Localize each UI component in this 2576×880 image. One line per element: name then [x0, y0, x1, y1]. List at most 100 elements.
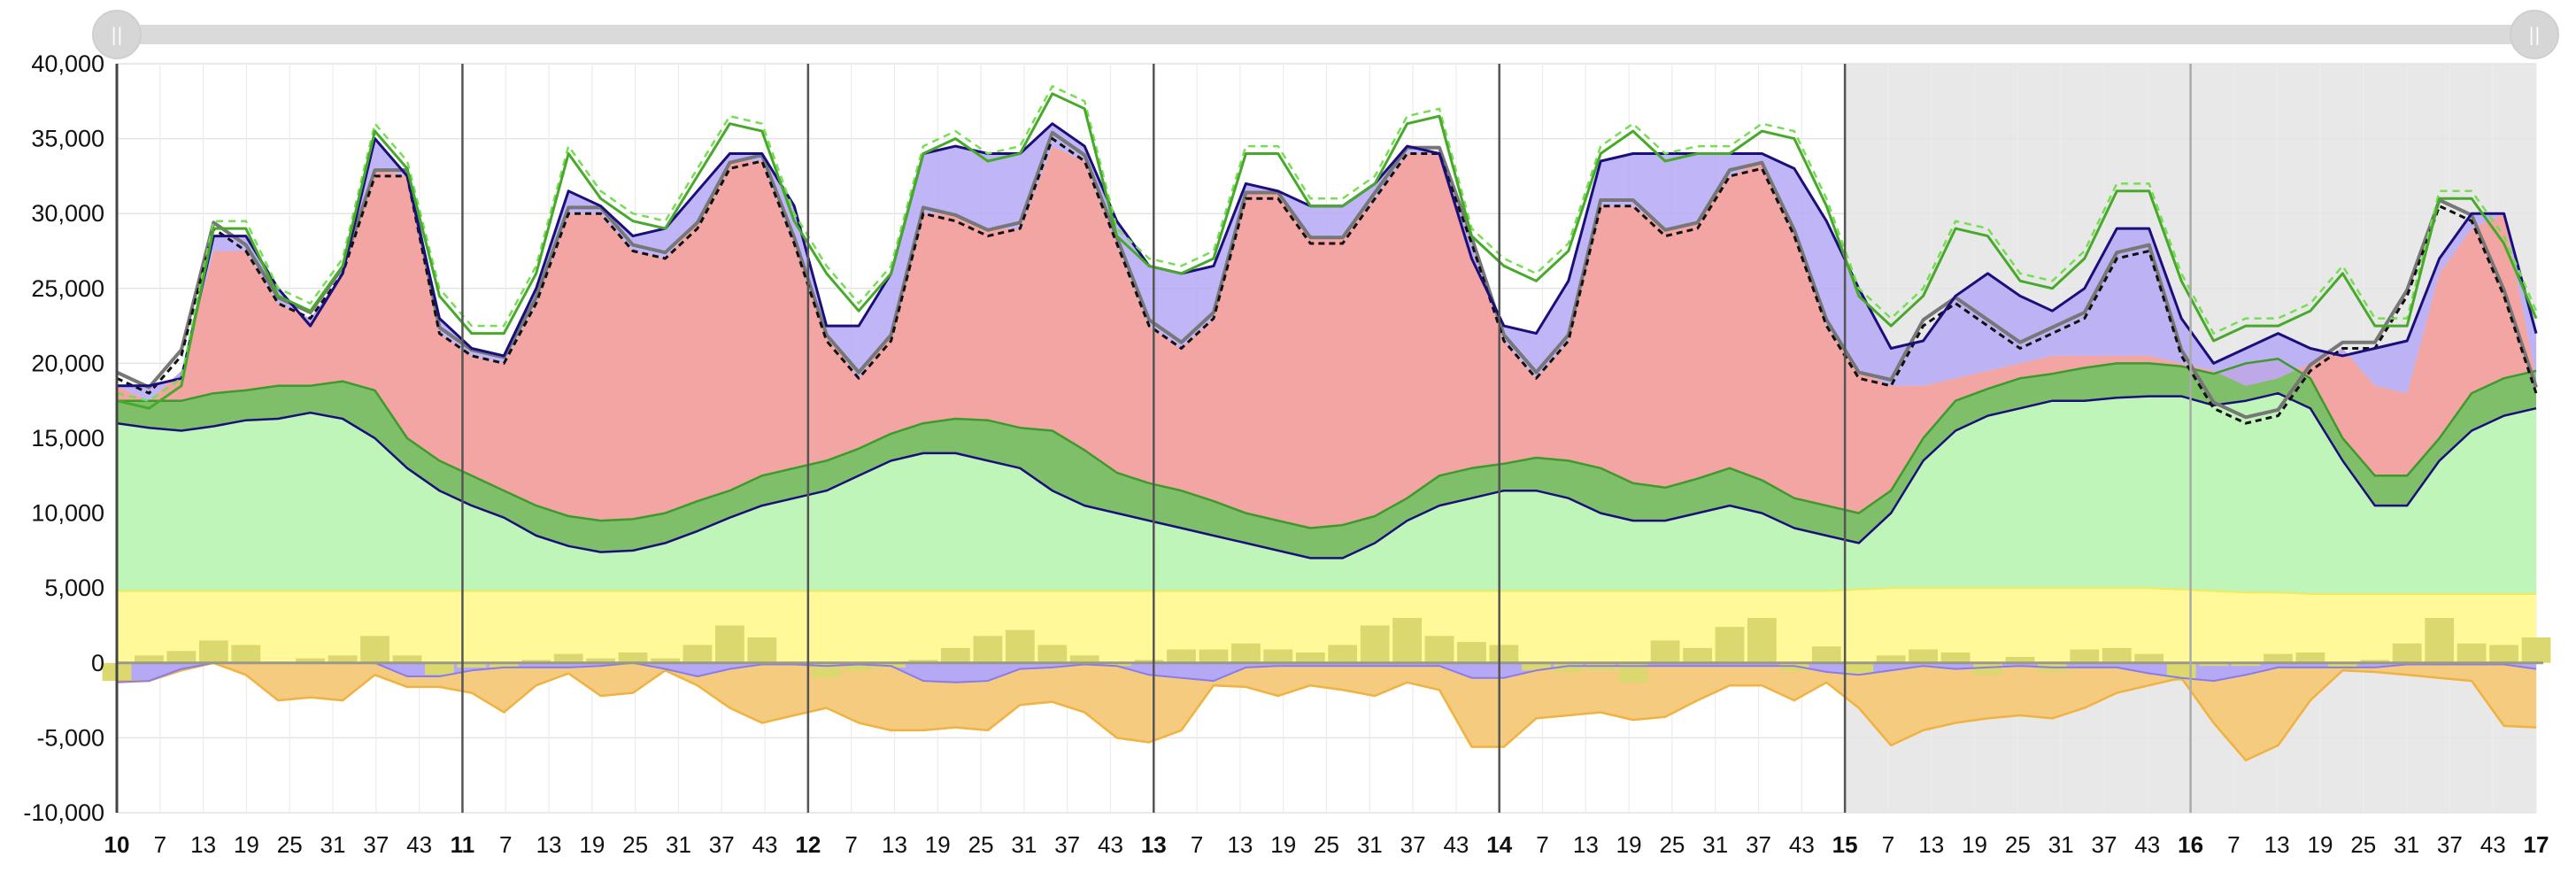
x-tick-label-11: 19 — [579, 831, 605, 858]
x-tick-label-19: 19 — [925, 831, 951, 858]
x-tick-label-29: 31 — [1357, 831, 1383, 858]
y-axis: -10,000 -5,000 0 5,000 10,000 15,000 20,000 25,… — [23, 50, 104, 826]
x-tick-label-23: 43 — [1098, 831, 1123, 858]
x-tick-label-1: 7 — [154, 831, 166, 858]
bar-72 — [2425, 618, 2455, 663]
x-tick-label-38: 37 — [1746, 831, 1771, 858]
x-tick-label-16: 12 — [795, 831, 821, 858]
bar-7 — [328, 655, 358, 663]
bar-29 — [1037, 645, 1068, 663]
x-tick-label-44: 25 — [2005, 831, 2031, 858]
bar-3 — [198, 640, 228, 663]
bar-57 — [1940, 652, 1971, 663]
y-tick-label-2: 0 — [91, 650, 104, 676]
x-tick-label-43: 19 — [1962, 831, 1987, 858]
bar-37 — [1295, 652, 1325, 663]
x-tick-label-54: 37 — [2437, 831, 2463, 858]
bar-35 — [1231, 643, 1261, 663]
bar-39 — [1360, 625, 1390, 663]
x-tick-label-24: 13 — [1141, 831, 1167, 858]
x-tick-label-45: 31 — [2048, 831, 2074, 858]
bar-8 — [360, 636, 389, 663]
bar-19 — [715, 625, 744, 663]
range-slider[interactable]: || || — [92, 10, 2559, 59]
x-tick-label-2: 13 — [190, 831, 216, 858]
x-tick-label-21: 31 — [1011, 831, 1037, 858]
range-slider-left-handle[interactable]: || — [92, 10, 142, 59]
x-tick-label-9: 7 — [499, 831, 512, 858]
line-yellow — [117, 587, 2536, 595]
bar-17 — [651, 658, 680, 663]
x-tick-label-27: 19 — [1270, 831, 1296, 858]
x-tick-label-37: 31 — [1702, 831, 1728, 858]
x-tick-label-42: 13 — [1918, 831, 1944, 858]
x-tick-label-40: 15 — [1832, 831, 1858, 858]
y-tick-label-9: 35,000 — [31, 126, 104, 152]
bar-58 — [1973, 662, 2002, 675]
x-tick-label-53: 31 — [2394, 831, 2419, 858]
x-tick-label-13: 31 — [666, 831, 691, 858]
y-tick-label-3: 5,000 — [44, 575, 104, 601]
bar-14 — [553, 653, 583, 663]
bar-42 — [1457, 642, 1486, 663]
range-slider-right-handle[interactable]: || — [2510, 10, 2559, 59]
y-tick-label-7: 25,000 — [31, 275, 104, 302]
bar-54 — [1844, 662, 1874, 675]
bar-59 — [2005, 657, 2035, 663]
area-green-band — [117, 359, 2536, 559]
bar-27 — [973, 636, 1003, 663]
x-tick-label-10: 13 — [536, 831, 562, 858]
x-tick-label-20: 25 — [968, 831, 994, 858]
x-tick-label-17: 7 — [845, 831, 857, 858]
bar-41 — [1424, 636, 1454, 663]
bar-11 — [457, 662, 487, 668]
plot-area — [102, 63, 2551, 814]
y-tick-label-0: -10,000 — [23, 799, 104, 826]
range-slider-track[interactable] — [115, 25, 2536, 44]
x-tick-label-51: 19 — [2308, 831, 2333, 858]
line-price-black — [116, 137, 2538, 425]
y-tick-label-10: 40,000 — [31, 50, 104, 77]
x-tick-label-52: 25 — [2350, 831, 2376, 858]
x-tick-label-22: 37 — [1054, 831, 1080, 858]
bar-56 — [1909, 649, 1938, 663]
x-tick-label-39: 43 — [1789, 831, 1815, 858]
x-tick-label-50: 13 — [2264, 831, 2290, 858]
bar-9 — [392, 655, 422, 663]
line-price-grey — [116, 130, 2538, 420]
bar-28 — [1005, 629, 1035, 663]
right-handle-glyph: || — [2528, 24, 2540, 45]
bar-73 — [2456, 643, 2487, 663]
x-tick-label-8: 11 — [451, 831, 475, 858]
line-purple-bottom — [116, 661, 2537, 683]
x-tick-label-36: 25 — [1659, 831, 1685, 858]
bar-26 — [941, 647, 970, 663]
y-tick-label-5: 15,000 — [31, 425, 104, 452]
bar-75 — [2521, 637, 2551, 663]
bar-30 — [1069, 655, 1099, 663]
bar-18 — [683, 645, 713, 663]
bar-33 — [1167, 649, 1196, 663]
bar-74 — [2489, 645, 2518, 663]
x-tick-label-32: 14 — [1486, 831, 1512, 858]
x-tick-label-49: 7 — [2227, 831, 2240, 858]
bar-44 — [1522, 662, 1551, 671]
bar-2 — [166, 651, 197, 663]
bar-31 — [1102, 662, 1131, 667]
x-tick-label-4: 25 — [277, 831, 303, 858]
bar-48 — [1650, 640, 1680, 663]
bar-55 — [1876, 655, 1906, 663]
bar-20 — [747, 637, 777, 663]
x-axis: 10 7 13 19 25 31 37 43 11 7 13 19 25 31 37 43 12 7 13 19 25 3… — [104, 831, 2549, 858]
bar-15 — [586, 658, 615, 663]
bar-25 — [908, 660, 938, 663]
bar-12 — [489, 662, 519, 668]
x-tick-label-33: 7 — [1536, 831, 1548, 858]
bar-69 — [2328, 662, 2357, 669]
bar-13 — [521, 660, 551, 663]
x-tick-label-7: 43 — [406, 831, 432, 858]
x-tick-label-41: 7 — [1882, 831, 1894, 858]
bar-70 — [2360, 660, 2390, 663]
x-tick-label-15: 43 — [752, 831, 778, 858]
